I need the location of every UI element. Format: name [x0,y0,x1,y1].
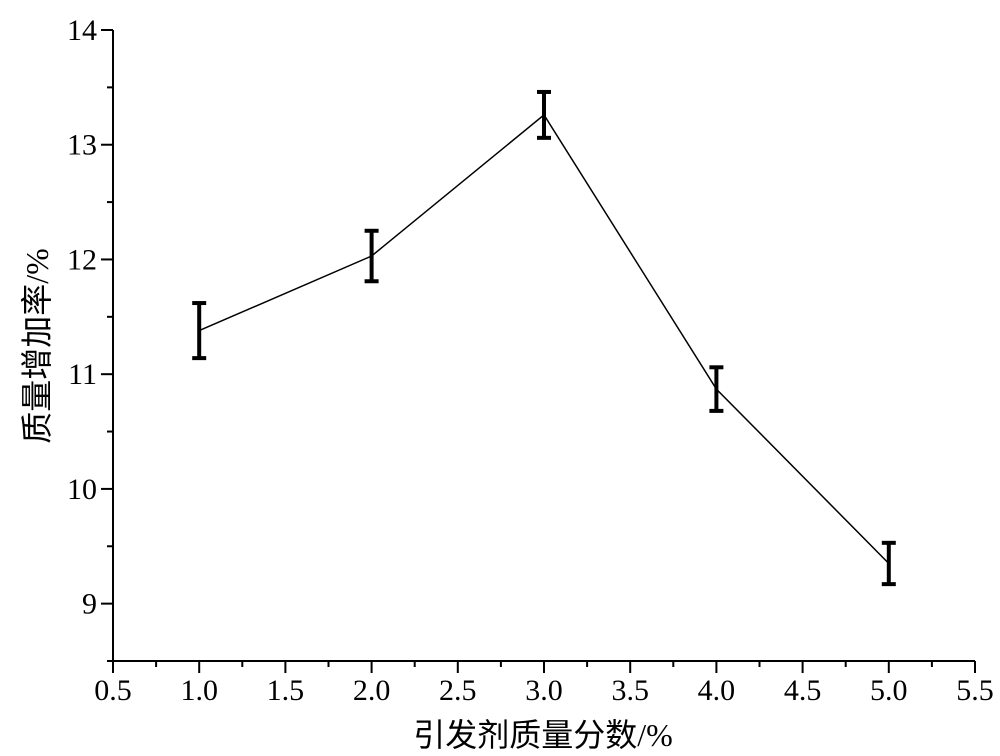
x-tick-label: 2.5 [439,674,477,707]
y-axis-title: 质量增加率/% [19,248,55,444]
error-bar [881,540,896,587]
x-axis-title: 引发剂质量分数/% [413,717,673,753]
series-line [198,113,890,565]
y-tick-label: 12 [67,243,97,276]
series-group [192,89,896,587]
y-tick-label: 10 [67,473,97,506]
y-axis-ticks: 9 10 11 12 13 14 [67,14,113,662]
x-tick-label: 4.0 [698,674,736,707]
x-tick-label: 1.5 [267,674,305,707]
y-tick-label: 13 [67,129,97,162]
x-tick-label: 3.5 [611,674,649,707]
error-bar [709,365,724,413]
x-axis-ticks: 0.5 1.0 1.5 2.0 2.5 3.0 3.5 4.0 4.5 5.0 5.5 [94,661,994,707]
x-tick-label: 5.0 [870,674,908,707]
x-tick-label: 0.5 [94,674,132,707]
x-tick-label: 2.0 [353,674,391,707]
y-tick-label: 14 [67,14,97,47]
x-tick-label: 5.5 [956,674,994,707]
error-bar [364,228,379,284]
x-tick-label: 4.5 [784,674,822,707]
x-tick-label: 1.0 [180,674,218,707]
y-tick-label: 11 [68,358,97,391]
x-tick-label: 3.0 [525,674,563,707]
y-tick-label: 9 [82,588,97,621]
error-bar [192,301,207,361]
error-bar [537,89,551,140]
